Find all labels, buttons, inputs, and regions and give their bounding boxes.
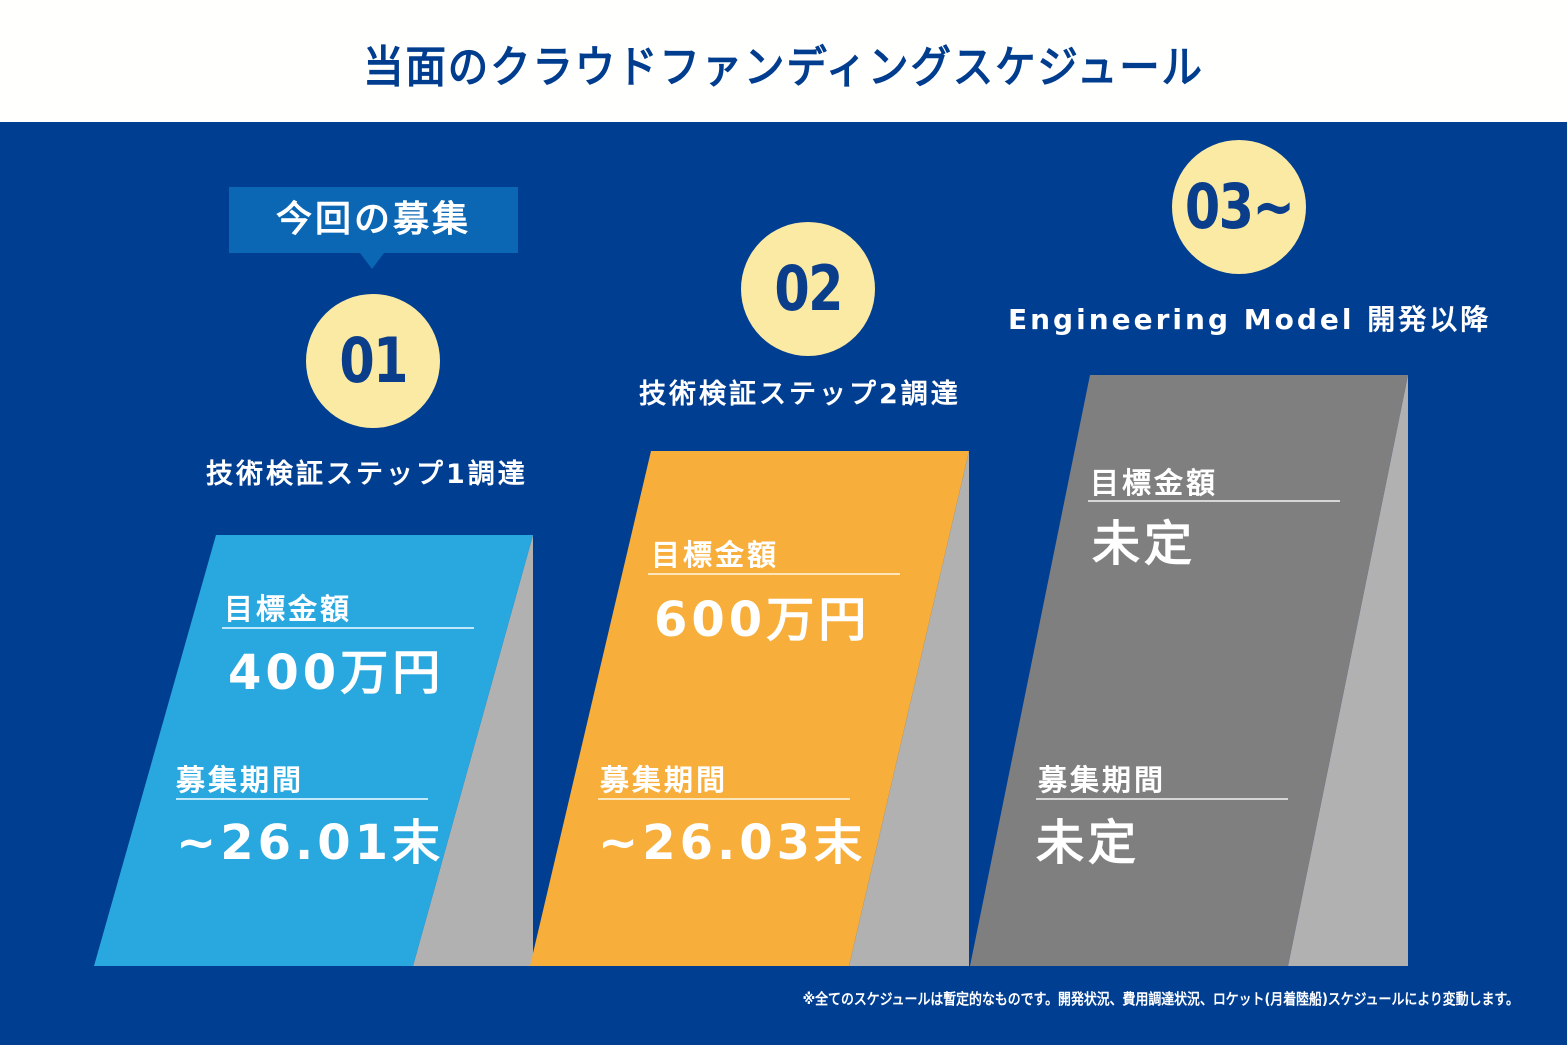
step-3-period-label: 募集期間: [1038, 763, 1167, 797]
current-recruitment-tag: [229, 187, 518, 253]
page-title: 当面のクラウドファンディングスケジュール: [363, 42, 1204, 93]
step-3-badge: 03~: [1172, 140, 1306, 274]
step-2-target-value: 600万円: [654, 592, 871, 648]
card-3-face: [970, 375, 1408, 966]
tag-pointer-icon: [360, 253, 384, 269]
current-recruitment-label: 今回の募集: [275, 199, 471, 240]
step-1-badge: 01: [306, 294, 440, 428]
step-1-period-label: 募集期間: [176, 763, 305, 797]
step-3-target-value: 未定: [1092, 516, 1197, 572]
step-1-period-value: ~26.01末: [176, 815, 445, 871]
step-2-target-rule: [648, 573, 900, 575]
step-2-title: 技術検証ステップ2調達: [639, 379, 961, 410]
card-1-face: [94, 535, 533, 966]
schedule-disclaimer: ※全てのスケジュールは暫定的なものです。開発状況、費用調達状況、ロケット(月着陸…: [802, 990, 1519, 1008]
step-2-target-label: 目標金額: [651, 538, 780, 572]
step-2-period-value: ~26.03末: [598, 815, 867, 871]
step-1-title: 技術検証ステップ1調達: [206, 459, 528, 490]
step-2-period-rule: [598, 798, 850, 800]
step-1-number: 01: [339, 324, 408, 397]
step-2-number: 02: [774, 252, 843, 325]
card-2-face: [530, 451, 969, 966]
header: 当面のクラウドファンディングスケジュール: [0, 0, 1567, 122]
step-1-period-rule: [176, 798, 428, 800]
step-2-period-label: 募集期間: [600, 763, 729, 797]
step-1-target-value: 400万円: [228, 645, 445, 701]
step-3-target-rule: [1088, 500, 1340, 502]
step-1-target-label: 目標金額: [224, 592, 353, 626]
step-3-title: Engineering Model 開発以降: [1008, 303, 1492, 336]
step-3-target-label: 目標金額: [1090, 466, 1219, 500]
step-1-target-rule: [222, 627, 474, 629]
step-2-badge: 02: [741, 222, 875, 356]
step-3-period-value: 未定: [1036, 815, 1141, 871]
step-3-number: 03~: [1184, 170, 1295, 243]
step-3-period-rule: [1036, 798, 1288, 800]
